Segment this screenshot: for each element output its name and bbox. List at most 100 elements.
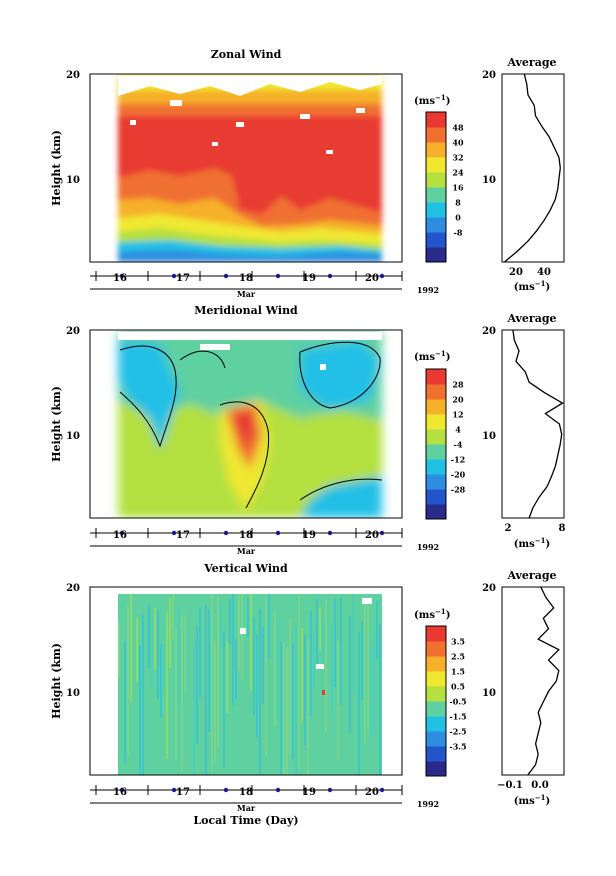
colorbar-tick-label: 20 — [452, 395, 464, 405]
colorbar-swatch — [426, 761, 446, 777]
vertical-day-16: 16 — [113, 787, 127, 798]
half-day-marker — [275, 530, 281, 536]
meridional-contour — [179, 350, 226, 369]
vertical-field-stripe — [301, 628, 303, 722]
vertical-field-stripe — [286, 647, 288, 775]
vertical-gap — [316, 664, 324, 669]
half-day-marker — [275, 273, 281, 279]
meridional-average-line — [512, 329, 564, 519]
vertical-field-stripe — [259, 609, 261, 775]
vertical-field-stripe — [211, 594, 213, 772]
zonal-average-xlabel: (ms−1) — [514, 279, 550, 293]
vertical-field-stripe — [226, 641, 228, 713]
colorbar-tick-label: 24 — [452, 168, 464, 178]
vertical-field-stripe — [193, 644, 195, 775]
vertical-field-stripe — [334, 599, 336, 687]
colorbar-tick-label: -20 — [451, 470, 466, 480]
meridional-average-title: Average — [506, 312, 556, 325]
meridional-cyan-left — [118, 340, 180, 450]
meridional-contour — [299, 341, 381, 409]
vertical-field-stripe — [241, 592, 243, 681]
meridional-average-frame — [501, 329, 565, 519]
vertical-average-xlabel: (ms−1) — [514, 793, 550, 807]
vertical-field-stripe — [328, 633, 330, 715]
zonal-ytick-20: 20 — [66, 70, 80, 81]
vertical-time-axis: 16 17 18 19 20 Mar 1992 Local Time (Day) — [90, 785, 439, 827]
meridional-day-marks — [95, 528, 403, 538]
zonal-colorbar-unit: (ms−1) — [414, 93, 450, 107]
half-day-marker — [171, 273, 177, 279]
meridional-ytick-10: 10 — [66, 431, 80, 442]
zonal-year-label: 1992 — [417, 285, 439, 295]
vertical-ylabel: Height (km) — [50, 643, 63, 719]
vertical-gap — [362, 598, 372, 604]
vertical-field-stripe — [370, 645, 372, 738]
zonal-wind-panel: Zonal Wind 20 — [50, 48, 565, 299]
colorbar-tick-label: 48 — [452, 123, 464, 133]
colorbar-tick-label: 28 — [452, 380, 464, 390]
meridional-contour — [219, 401, 270, 509]
vertical-gap — [240, 628, 246, 634]
vertical-day-20: 20 — [365, 787, 379, 798]
colorbar-tick-label: -12 — [451, 455, 465, 465]
half-day-marker — [223, 787, 229, 793]
colorbar-swatch — [426, 429, 446, 445]
half-day-marker — [327, 530, 333, 536]
vertical-field-stripe — [280, 642, 282, 774]
vertical-field-stripe — [247, 598, 249, 638]
colorbar-tick-label: 16 — [452, 183, 464, 193]
zonal-colorbar-labels: 48 40 32 24 16 8 0 -8 — [452, 123, 464, 238]
vertical-field-stripe — [349, 616, 351, 733]
meridional-average-ytick-10: 10 — [482, 431, 496, 442]
meridional-average-xlabel: (ms−1) — [514, 536, 550, 550]
vertical-average-panel: Average 20 10 −0.1 0.0 (ms−1) — [482, 569, 565, 807]
vertical-field-stripe — [268, 593, 270, 659]
colorbar-tick-label: 4 — [455, 425, 461, 435]
colorbar-swatch — [426, 187, 446, 203]
zonal-upper-orange — [118, 90, 382, 104]
average-xtick-label: 20 — [509, 267, 523, 278]
half-day-marker — [171, 787, 177, 793]
colorbar-swatch — [426, 716, 446, 732]
half-day-marker — [171, 530, 177, 536]
colorbar-swatch — [426, 172, 446, 188]
vertical-field-stripe — [130, 593, 132, 702]
vertical-field-stripe — [187, 633, 189, 691]
zonal-colorbar-swatches — [426, 112, 446, 263]
half-day-marker — [275, 787, 281, 793]
zonal-gap — [130, 120, 136, 125]
half-day-marker — [379, 530, 385, 536]
colorbar-tick-label: 32 — [452, 153, 463, 163]
colorbar-tick-label: 1.5 — [451, 667, 465, 677]
vertical-field-stripe — [292, 643, 294, 759]
vertical-field-stripe — [121, 615, 123, 725]
zonal-average-xticks: 20 40 — [509, 267, 551, 278]
meridional-contour — [299, 478, 383, 501]
zonal-ytick-10: 10 — [66, 175, 80, 186]
vertical-field-stripe — [235, 639, 237, 699]
half-day-marker — [327, 273, 333, 279]
vertical-field-stripe — [175, 629, 177, 759]
vertical-field-stripe — [271, 590, 273, 714]
colorbar-swatch — [426, 127, 446, 143]
vertical-field-stripe — [202, 612, 204, 748]
colorbar-tick-label: 2.5 — [451, 652, 465, 662]
colorbar-swatch — [426, 384, 446, 400]
colorbar-swatch — [426, 142, 446, 158]
colorbar-tick-label: 8 — [455, 198, 461, 208]
vertical-missing-top — [118, 589, 382, 594]
vertical-colorbar-frame — [425, 625, 447, 777]
vertical-day-17: 17 — [176, 787, 190, 798]
half-day-marker — [223, 273, 229, 279]
zonal-gap — [326, 150, 333, 154]
vertical-field-stripe — [352, 595, 354, 691]
meridional-frame — [89, 329, 403, 519]
vertical-field-stripe — [295, 627, 297, 775]
zonal-average-ytick-10: 10 — [482, 175, 496, 186]
vertical-field-stripe — [343, 613, 345, 724]
vertical-field-stripes — [118, 590, 381, 775]
vertical-field-stripe — [283, 643, 285, 775]
meridional-day-20: 20 — [365, 530, 379, 541]
vertical-field-stripe — [307, 641, 309, 775]
colorbar-tick-label: 40 — [452, 138, 464, 148]
